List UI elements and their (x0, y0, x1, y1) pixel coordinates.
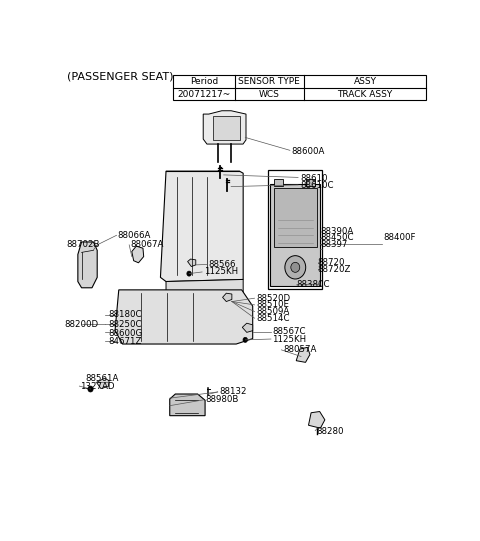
Bar (173, 75, 426, 100)
Text: 88514C: 88514C (256, 314, 289, 322)
Text: 88390A: 88390A (321, 227, 354, 236)
Text: ASSY: ASSY (354, 77, 376, 86)
Text: 88702B: 88702B (67, 240, 100, 249)
Text: 88567C: 88567C (272, 327, 306, 336)
Text: 88566: 88566 (209, 260, 236, 269)
PathPatch shape (132, 246, 144, 263)
Circle shape (291, 262, 300, 272)
Text: 1327AD: 1327AD (81, 381, 115, 391)
Text: 1125KH: 1125KH (204, 267, 238, 276)
Text: 88980B: 88980B (205, 395, 239, 404)
Text: 88200D: 88200D (64, 320, 98, 329)
Text: 88610C: 88610C (300, 181, 334, 190)
PathPatch shape (188, 259, 196, 267)
Text: 88600G: 88600G (108, 329, 143, 338)
PathPatch shape (160, 171, 243, 281)
Text: SENSOR TYPE: SENSOR TYPE (239, 77, 300, 86)
Circle shape (88, 386, 93, 392)
Text: 88720: 88720 (318, 258, 345, 267)
Text: 88380C: 88380C (297, 280, 330, 289)
Text: 88510E: 88510E (256, 300, 289, 309)
PathPatch shape (115, 290, 252, 344)
Text: Period: Period (190, 77, 218, 86)
PathPatch shape (309, 412, 325, 428)
Text: 88400F: 88400F (384, 233, 416, 242)
Text: 84671Z: 84671Z (108, 337, 142, 346)
Text: 88397: 88397 (321, 240, 348, 249)
PathPatch shape (170, 394, 205, 415)
Bar (268, 170, 322, 289)
Circle shape (285, 256, 306, 279)
Text: 88180C: 88180C (108, 311, 142, 319)
Text: 88720Z: 88720Z (318, 265, 351, 274)
PathPatch shape (213, 116, 240, 140)
Text: 88057A: 88057A (283, 345, 317, 354)
Bar (274, 188, 317, 247)
Circle shape (187, 271, 192, 276)
Text: TRACK ASSY: TRACK ASSY (337, 90, 393, 98)
Circle shape (243, 338, 248, 342)
Text: 88450C: 88450C (321, 233, 354, 242)
PathPatch shape (78, 242, 97, 288)
PathPatch shape (96, 378, 109, 388)
Text: 88610: 88610 (300, 174, 327, 183)
Text: 88066A: 88066A (118, 231, 151, 240)
Text: 88600A: 88600A (291, 147, 325, 156)
Text: 1125KH: 1125KH (272, 334, 306, 344)
PathPatch shape (296, 347, 310, 362)
Text: 88250C: 88250C (108, 320, 142, 329)
Text: (PASSENGER SEAT): (PASSENGER SEAT) (67, 71, 174, 81)
PathPatch shape (242, 323, 252, 332)
Text: 88520D: 88520D (256, 294, 290, 303)
Text: 88280: 88280 (317, 427, 344, 436)
PathPatch shape (223, 293, 232, 301)
Text: 88067A: 88067A (131, 240, 164, 249)
PathPatch shape (166, 280, 243, 302)
PathPatch shape (203, 111, 246, 144)
Text: WCS: WCS (259, 90, 280, 98)
Text: 88509A: 88509A (256, 307, 289, 316)
Text: 20071217~: 20071217~ (178, 90, 231, 98)
Text: 88132: 88132 (219, 387, 247, 397)
Text: 88561A: 88561A (85, 374, 119, 383)
Bar (274, 180, 283, 186)
Bar (305, 180, 315, 186)
Bar (270, 183, 321, 286)
